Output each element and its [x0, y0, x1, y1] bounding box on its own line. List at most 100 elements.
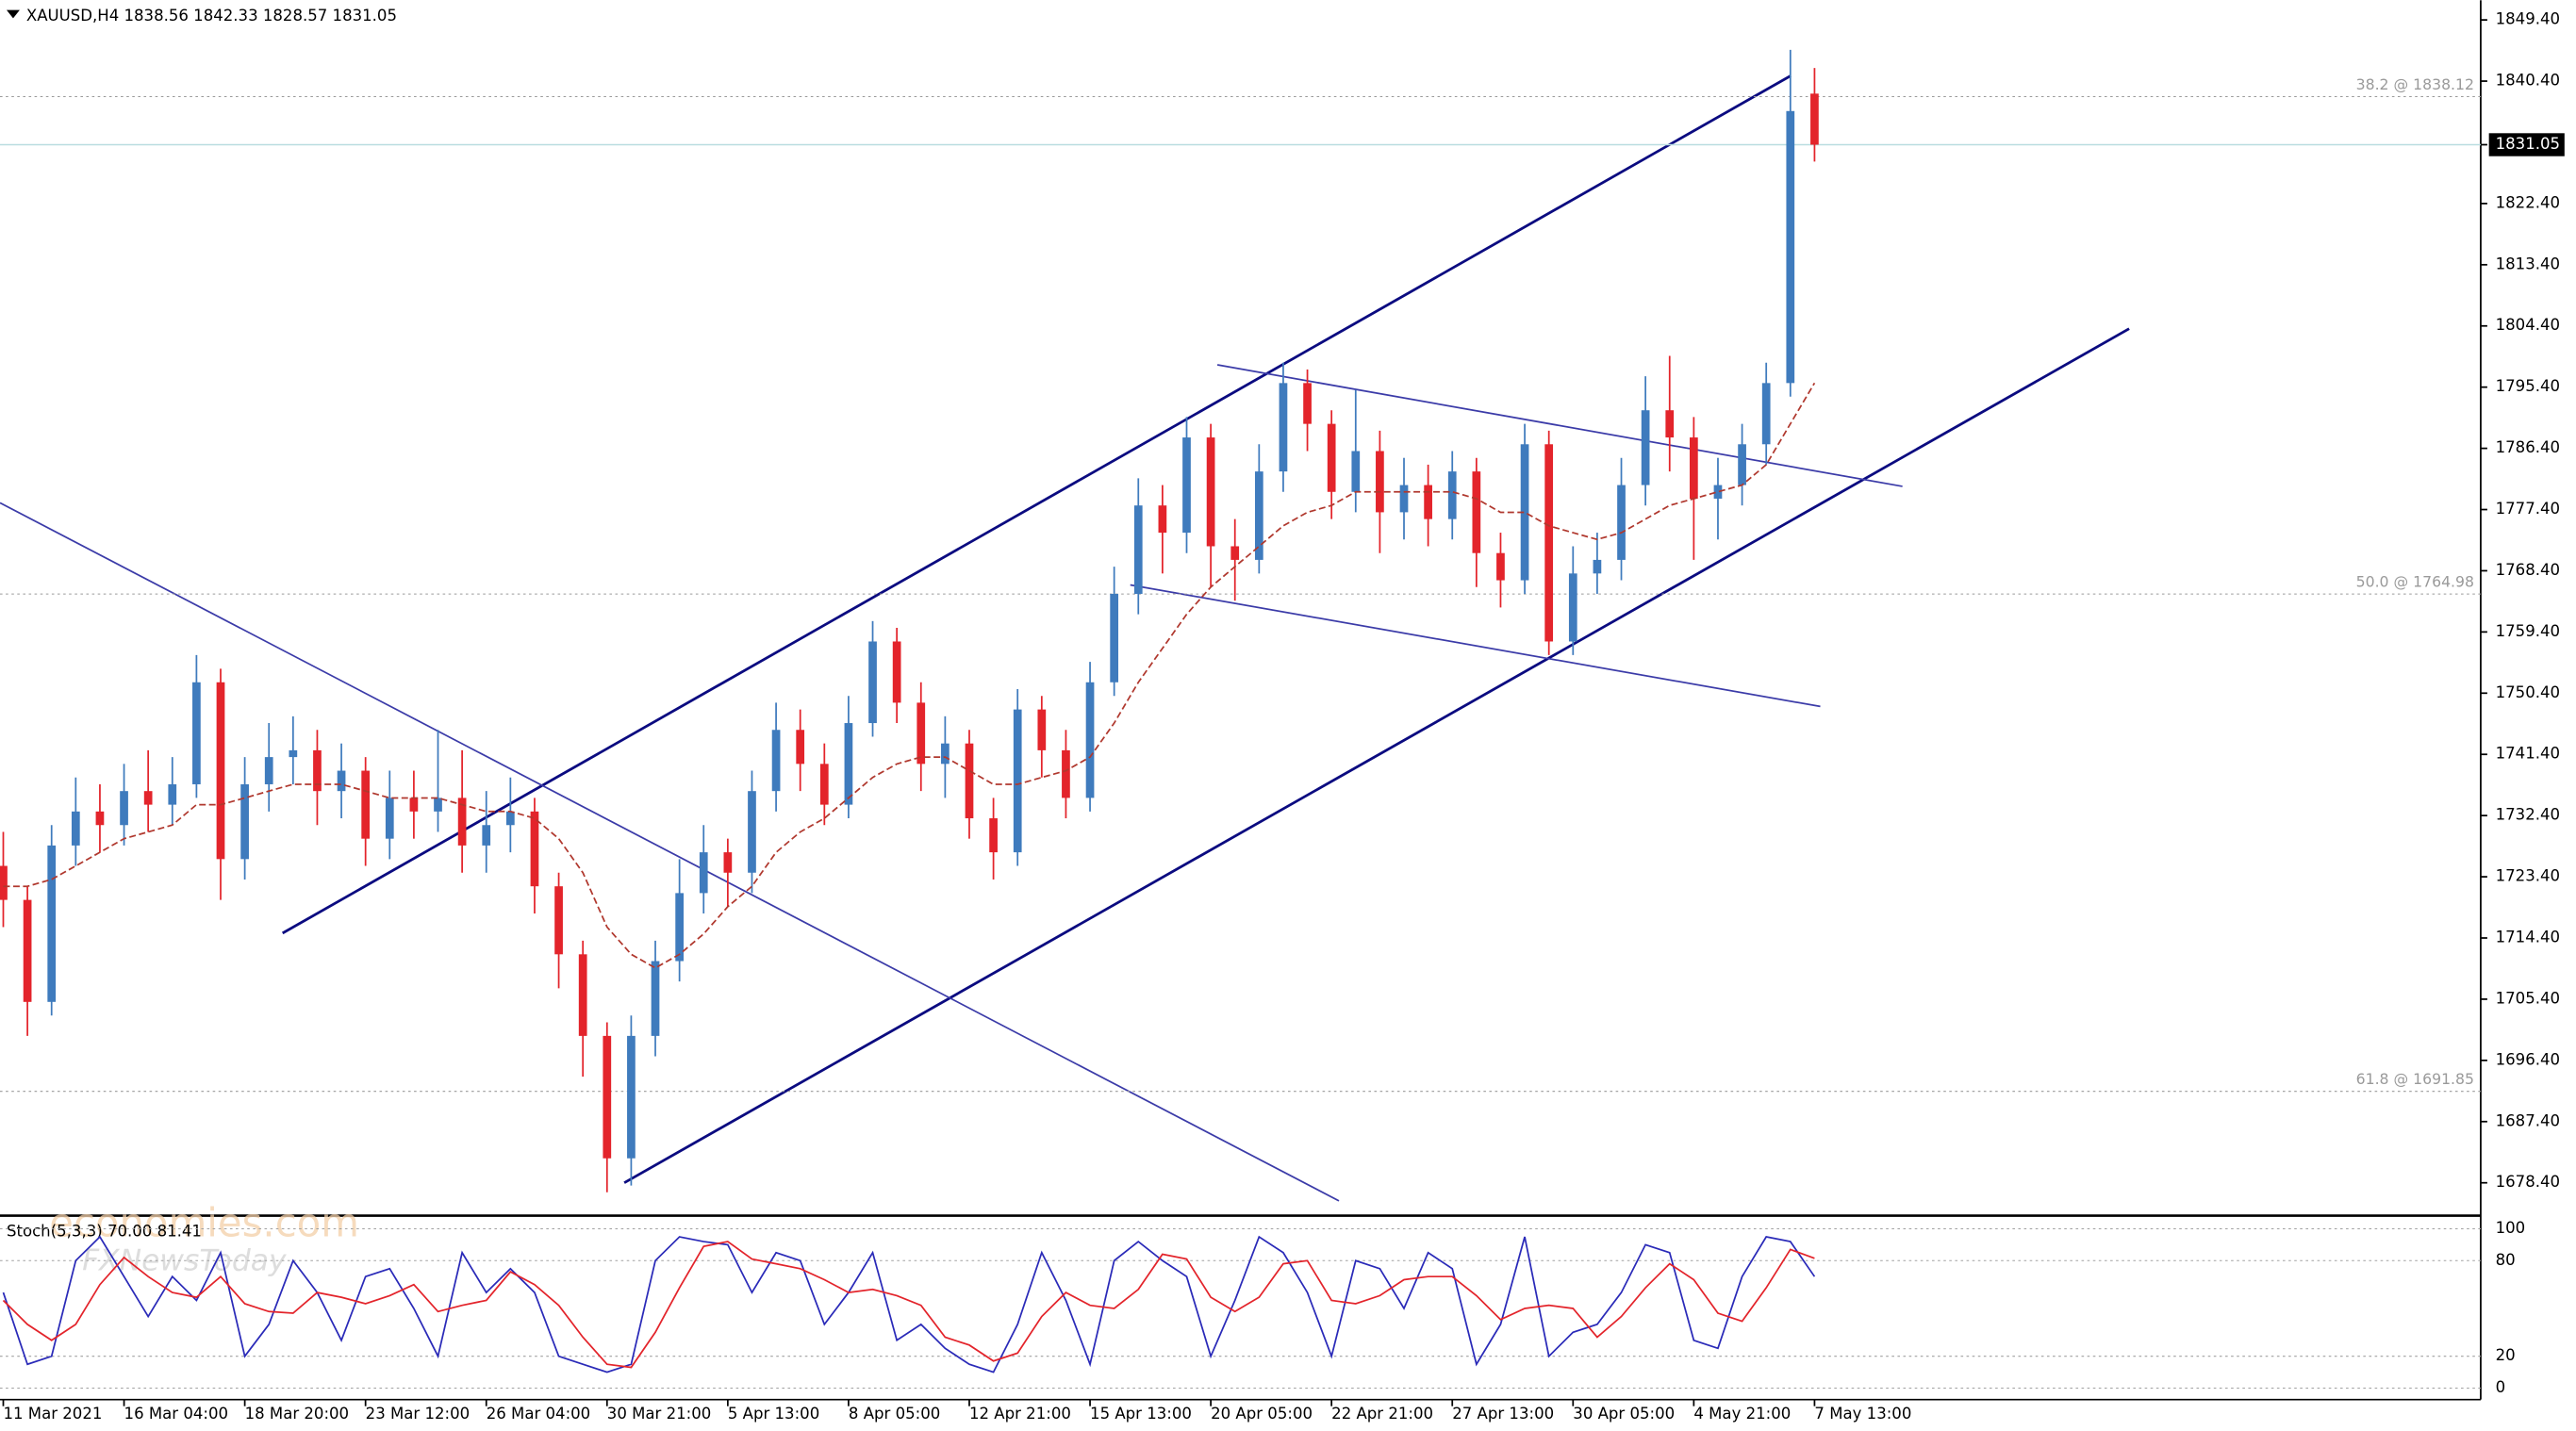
price-tag-label: 1831.05 [2496, 135, 2560, 153]
candle-body [1158, 505, 1167, 534]
candle-body [434, 798, 442, 812]
candle-body [1447, 471, 1457, 519]
trend-lines [0, 74, 2130, 1202]
candle-body [748, 791, 756, 873]
candle-body [1110, 593, 1119, 683]
fib-label: 61.8 @ 1691.85 [2356, 1070, 2474, 1088]
candle-body [1230, 546, 1240, 560]
price-tag [2488, 133, 2565, 156]
candle-body [23, 899, 32, 1002]
candle-body [1279, 383, 1288, 472]
candle-body [868, 641, 877, 724]
candle-body [289, 749, 298, 758]
candle-body [1568, 573, 1577, 642]
channel-upper [281, 74, 1792, 935]
x-tick-label: 30 Apr 05:00 [1573, 1405, 1675, 1423]
candle-body [578, 954, 587, 1036]
candle-body [1206, 437, 1215, 547]
x-tick-label: 27 Apr 13:00 [1452, 1405, 1554, 1423]
candle-body [361, 770, 371, 839]
candle-body [1013, 709, 1022, 853]
x-tick-label: 15 Apr 13:00 [1090, 1405, 1192, 1423]
candle-body [264, 757, 273, 784]
x-tick-label: 18 Mar 20:00 [245, 1405, 349, 1423]
x-tick-label: 8 Apr 05:00 [849, 1405, 940, 1423]
y-tick-label: 1732.40 [2496, 806, 2560, 824]
x-tick-label: 16 Mar 04:00 [124, 1405, 228, 1423]
candle-body [965, 743, 974, 819]
chart-title: XAUUSD,H4 1838.56 1842.33 1828.57 1831.0… [26, 7, 397, 25]
menu-triangle [6, 9, 20, 19]
x-tick-label: 5 Apr 13:00 [728, 1405, 819, 1423]
candle-body [1617, 485, 1626, 560]
candle-body [385, 798, 394, 839]
candle-body [941, 743, 949, 765]
candle-body [1399, 485, 1409, 513]
candle-body [844, 723, 853, 805]
candle-body [1690, 437, 1698, 499]
y-tick-label: 80 [2496, 1251, 2516, 1269]
x-tick-label: 11 Mar 2021 [3, 1405, 102, 1423]
candle-body [1351, 451, 1361, 492]
candle-body [603, 1035, 612, 1159]
candle-body [1472, 471, 1481, 553]
candle-body [168, 783, 177, 805]
stochastic-line [2, 1241, 1815, 1369]
candle-body [1133, 505, 1143, 594]
moving-average [3, 382, 1816, 969]
indicator-title: Stoch(5,3,3) 70.00 81.41 [7, 1222, 202, 1240]
x-tick-label: 20 Apr 05:00 [1211, 1405, 1313, 1423]
candle-body [0, 865, 8, 900]
y-tick-label: 1795.40 [2496, 377, 2560, 395]
y-tick-label: 1741.40 [2496, 745, 2560, 763]
y-tick-label: 1822.40 [2496, 193, 2560, 211]
stochastic-line [2, 1235, 1816, 1373]
channel-lower [623, 327, 2130, 1184]
x-tick-label: 12 Apr 21:00 [969, 1405, 1071, 1423]
y-tick-label: 1723.40 [2496, 867, 2560, 885]
fib-label: 50.0 @ 1764.98 [2356, 572, 2474, 590]
y-tick-label: 1786.40 [2496, 438, 2560, 456]
candle-body [699, 852, 708, 894]
candle-body [651, 961, 660, 1036]
candle-body [1665, 410, 1675, 438]
x-tick-label: 26 Mar 04:00 [487, 1405, 590, 1423]
candle-body [1761, 383, 1771, 445]
y-tick-label: 1804.40 [2496, 316, 2560, 334]
candle-body [337, 770, 346, 792]
candle-body [216, 682, 225, 860]
y-tick-label: 1678.40 [2496, 1173, 2560, 1191]
y-tick-label: 20 [2496, 1346, 2516, 1364]
x-tick-label: 30 Mar 21:00 [607, 1405, 711, 1423]
candle-body [505, 811, 515, 826]
candle-body [627, 1035, 636, 1159]
y-tick-label: 1705.40 [2496, 989, 2560, 1007]
y-tick-label: 1687.40 [2496, 1111, 2560, 1129]
candle-body [1496, 552, 1505, 581]
candle-body [723, 852, 733, 873]
candle-body [1786, 110, 1795, 384]
candle-body [530, 811, 539, 887]
candle-body [819, 764, 829, 805]
x-tick-label: 4 May 21:00 [1693, 1405, 1791, 1423]
candle-body [675, 893, 684, 962]
candle-body [95, 811, 105, 826]
candle-body [1424, 485, 1432, 519]
candle-body [313, 749, 322, 792]
candle-body [482, 825, 491, 846]
x-tick-label: 7 May 13:00 [1814, 1405, 1911, 1423]
candle-body [1641, 410, 1650, 485]
candle-body [892, 641, 901, 703]
candle-body [1254, 471, 1263, 560]
flag-upper [1216, 364, 1903, 487]
candle-body [1303, 383, 1312, 424]
descending-line [0, 502, 1340, 1202]
y-tick-label: 1849.40 [2496, 10, 2560, 28]
y-tick-label: 1714.40 [2496, 929, 2560, 946]
candle-body [1520, 444, 1529, 581]
candle-body [1062, 749, 1070, 798]
x-tick-label: 22 Apr 21:00 [1331, 1405, 1433, 1423]
candle-body [1593, 559, 1602, 574]
panes [0, 0, 2482, 1401]
